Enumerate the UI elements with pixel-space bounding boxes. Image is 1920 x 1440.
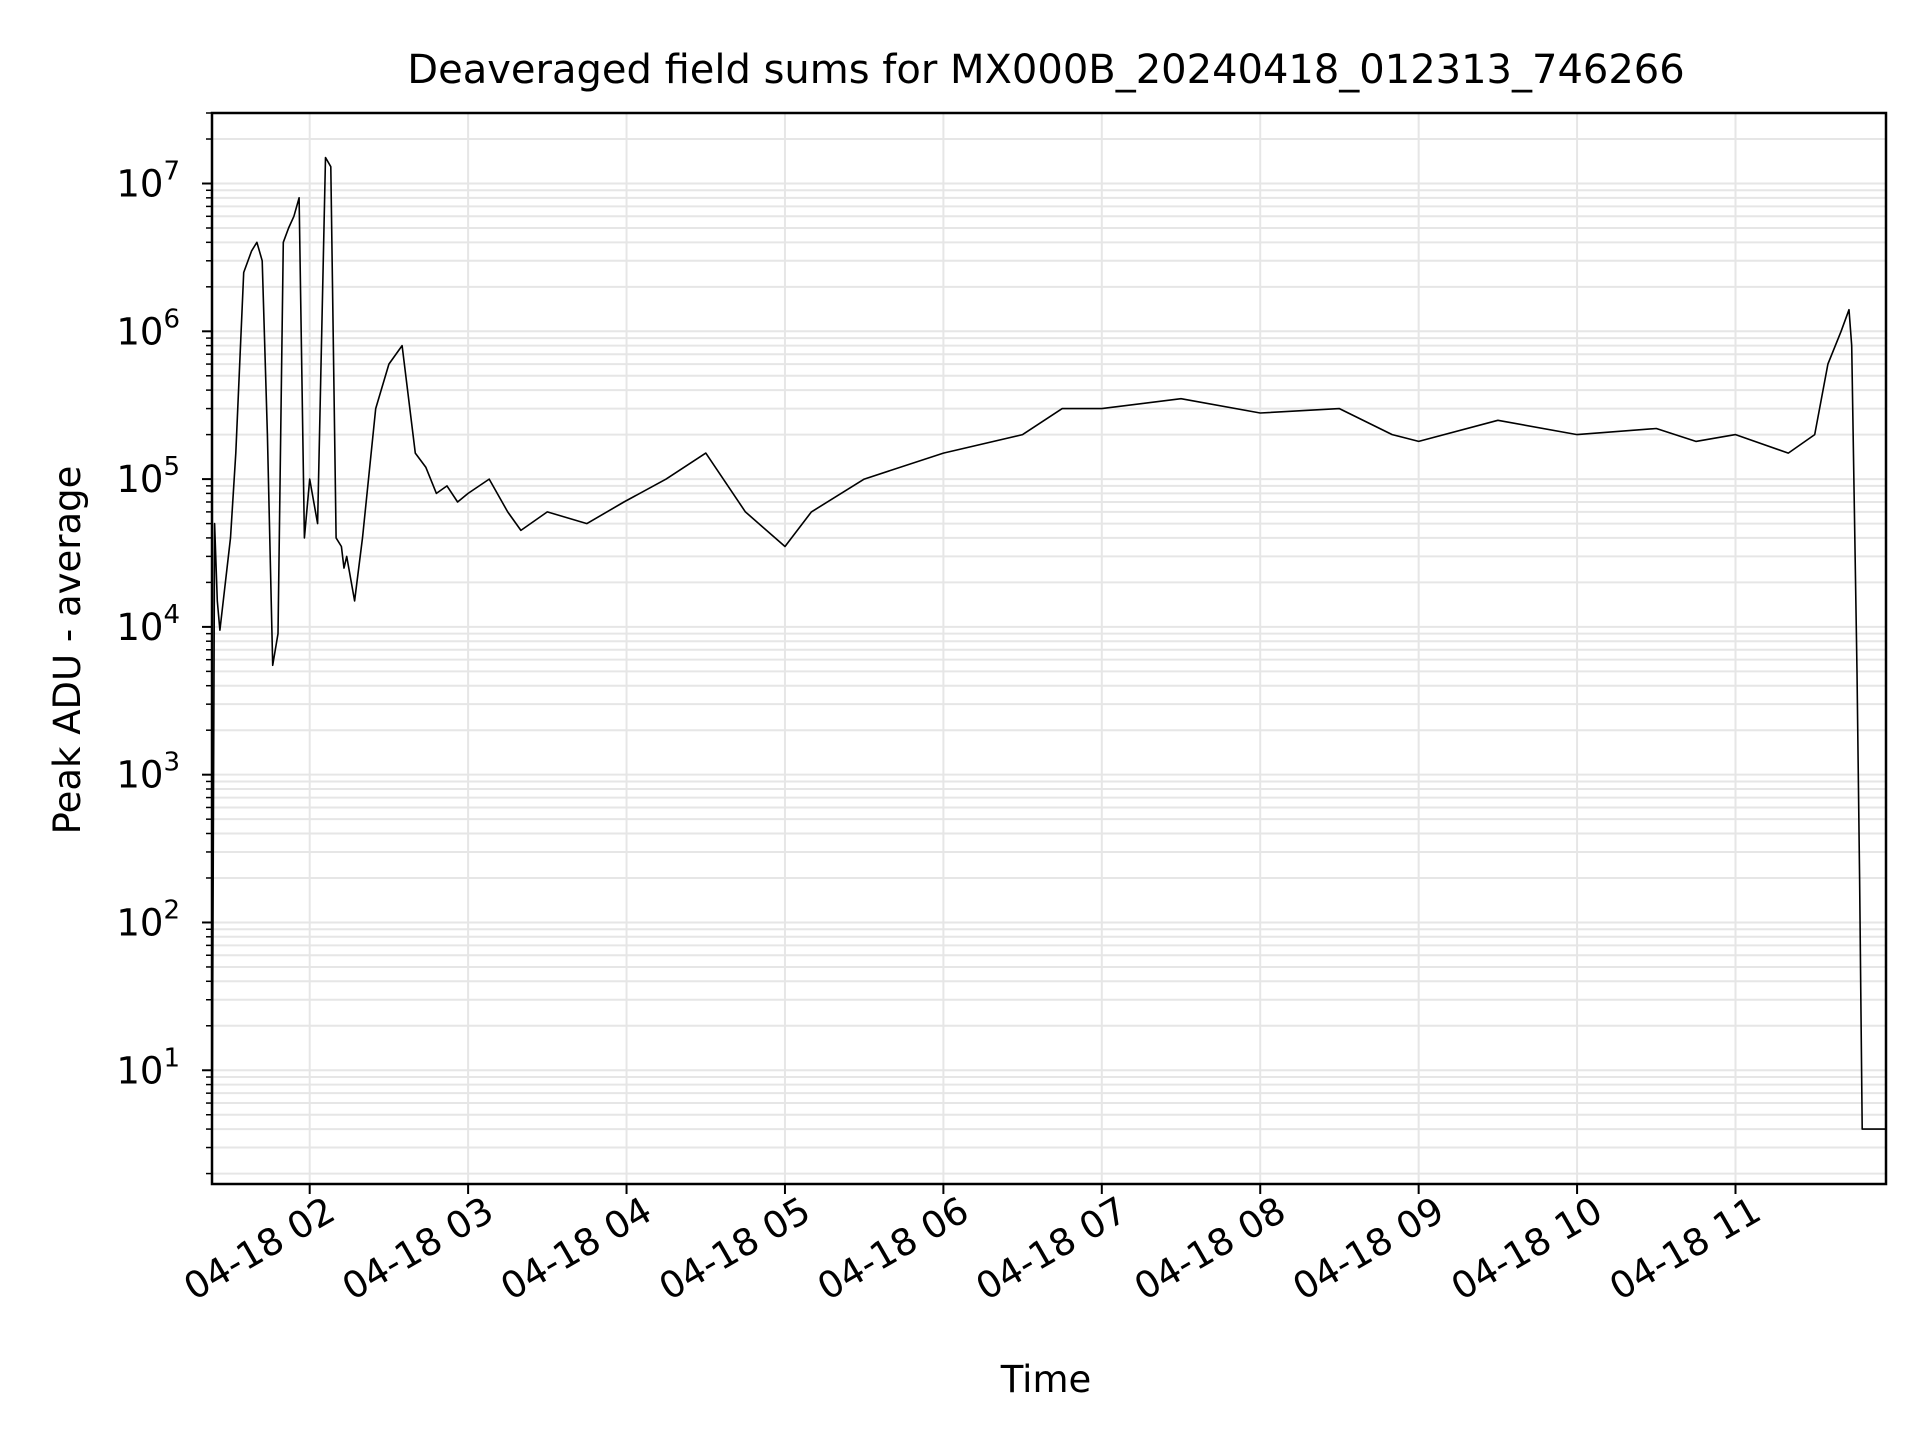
y-tick-exponent: 7	[163, 157, 180, 187]
y-tick-base: 10	[116, 1049, 163, 1092]
y-tick-base: 10	[116, 754, 163, 797]
y-tick-label: 101	[116, 1043, 180, 1092]
y-tick-exponent: 2	[163, 895, 180, 925]
x-tick-label: 04-18 07	[969, 1189, 1135, 1309]
y-tick-base: 10	[116, 606, 163, 649]
y-tick-label: 102	[116, 895, 180, 944]
x-tick-label: 04-18 04	[493, 1189, 659, 1309]
y-tick-exponent: 3	[163, 748, 180, 778]
data-line-layer	[211, 156, 1886, 1174]
y-tick-label: 107	[116, 157, 180, 206]
y-tick-base: 10	[116, 901, 163, 944]
x-tick-label: 04-18 09	[1286, 1189, 1452, 1309]
y-tick-label: 105	[116, 452, 180, 501]
y-tick-label: 106	[116, 304, 180, 353]
x-tick-label: 04-18 10	[1444, 1189, 1610, 1309]
y-tick-base: 10	[116, 458, 163, 501]
grid	[212, 112, 1886, 1184]
x-tick-label: 04-18 02	[177, 1189, 343, 1309]
y-tick-base: 10	[116, 310, 163, 353]
y-tick-label: 104	[116, 600, 180, 649]
x-tick-label: 04-18 08	[1127, 1189, 1293, 1309]
y-tick-label: 103	[116, 748, 180, 797]
tick-marks	[202, 112, 1737, 1194]
x-tick-label: 04-18 06	[810, 1189, 976, 1309]
x-tick-label: 04-18 11	[1602, 1189, 1768, 1309]
x-tick-label: 04-18 03	[335, 1189, 501, 1309]
x-tick-label: 04-18 05	[652, 1189, 818, 1309]
y-tick-exponent: 6	[163, 304, 180, 334]
plot-frame	[210, 111, 1888, 1186]
y-axis-label: Peak ADU - average	[46, 466, 89, 835]
x-axis-label: Time	[1000, 1358, 1092, 1401]
y-tick-exponent: 1	[163, 1043, 180, 1073]
y-tick-base: 10	[116, 163, 163, 206]
data-line	[211, 156, 1886, 1174]
chart-title: Deaveraged field sums for MX000B_2024041…	[407, 47, 1684, 93]
y-tick-exponent: 5	[163, 452, 180, 482]
y-tick-exponent: 4	[163, 600, 180, 630]
